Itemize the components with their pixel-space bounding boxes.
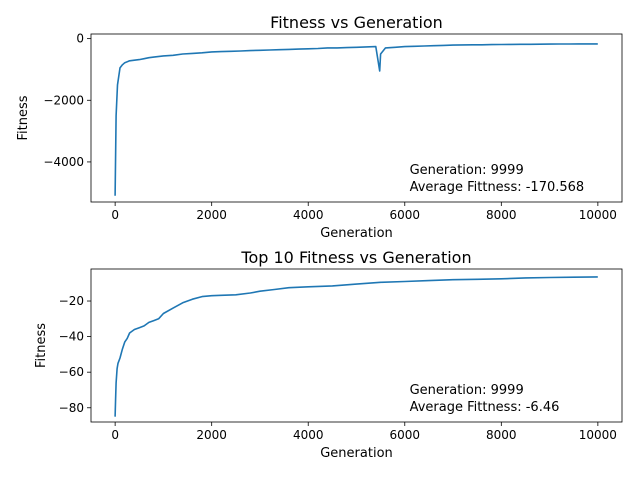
fitness-xtick-label: 6000 <box>389 208 420 222</box>
fitness-xtick-label: 10000 <box>579 208 617 222</box>
top10-ytick-label: −60 <box>59 365 84 379</box>
top10-ytick-label: −40 <box>59 330 84 344</box>
fitness-annotation-line: Average Fittness: -170.568 <box>410 180 585 195</box>
fitness-xtick-label: 0 <box>111 208 119 222</box>
fitness-series-line <box>114 43 598 196</box>
chart-fitness: Fitness vs Generation 0 2000 4000 6000 8000 10… <box>16 13 623 241</box>
top10-ylabel: Fitness <box>34 323 49 368</box>
top10-xtick-label: 0 <box>111 428 119 442</box>
fitness-ytick-label: 0 <box>76 32 84 46</box>
top10-xtick-label: 10000 <box>579 428 617 442</box>
top10-series-line <box>114 276 598 417</box>
top10-annotation-line: Average Fittness: -6.46 <box>410 400 560 415</box>
fitness-title: Fitness vs Generation <box>270 13 443 32</box>
fitness-xtick-label: 2000 <box>196 208 227 222</box>
top10-xtick-label: 4000 <box>293 428 324 442</box>
top10-title: Top 10 Fitness vs Generation <box>240 248 471 267</box>
fitness-annotation-line: Generation: 9999 <box>410 163 524 178</box>
chart-top10-fitness: Top 10 Fitness vs Generation 0 2000 4000 600… <box>34 248 623 461</box>
top10-axes-frame <box>90 268 623 423</box>
fitness-axes-frame <box>90 33 623 203</box>
top10-ytick-label: −80 <box>59 401 84 415</box>
fitness-xtick-label: 4000 <box>293 208 324 222</box>
top10-ytick-label: −20 <box>59 294 84 308</box>
fitness-ylabel: Fitness <box>16 95 31 140</box>
top10-xlabel: Generation <box>320 446 393 461</box>
top10-xtick-label: 6000 <box>389 428 420 442</box>
fitness-xlabel: Generation <box>320 226 393 241</box>
fitness-xtick-label: 8000 <box>486 208 517 222</box>
top10-xtick-label: 8000 <box>486 428 517 442</box>
top10-xtick-label: 2000 <box>196 428 227 442</box>
fitness-ytick-label: −2000 <box>43 93 84 107</box>
top10-annotation-line: Generation: 9999 <box>410 383 524 398</box>
fitness-ytick-label: −4000 <box>43 155 84 169</box>
